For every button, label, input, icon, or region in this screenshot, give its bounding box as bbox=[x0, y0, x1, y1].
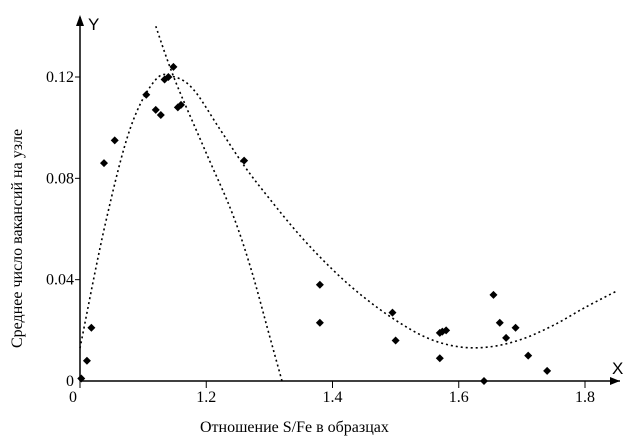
y-tick-label: 0 bbox=[66, 373, 74, 390]
y-tick-label: 0.08 bbox=[46, 170, 74, 187]
fit-curve-broad bbox=[79, 73, 617, 349]
data-point bbox=[77, 374, 86, 383]
data-point bbox=[99, 159, 108, 168]
data-point bbox=[315, 318, 324, 327]
axes bbox=[76, 15, 620, 385]
data-point bbox=[82, 356, 91, 365]
fit-curve-steep bbox=[155, 26, 283, 382]
y-axis-title: Среднее число вакансий на узле bbox=[9, 129, 26, 348]
data-point bbox=[489, 290, 498, 299]
data-point bbox=[391, 336, 400, 345]
data-point bbox=[435, 354, 444, 363]
data-point bbox=[524, 351, 533, 360]
data-points bbox=[77, 62, 552, 385]
data-point bbox=[87, 323, 96, 332]
data-point bbox=[480, 377, 488, 385]
y-axis-letter: Y bbox=[88, 15, 99, 34]
x-tick-label: 1.8 bbox=[575, 389, 595, 406]
data-point bbox=[240, 156, 249, 165]
y-tick-label: 0.04 bbox=[46, 272, 74, 289]
data-point bbox=[495, 318, 504, 327]
data-point bbox=[151, 105, 160, 114]
x-axis-letter: X bbox=[612, 359, 623, 378]
data-point bbox=[177, 100, 185, 109]
ticks: 0 1.2 1.4 1.6 1.8 0 0.04 0.08 0.12 bbox=[46, 69, 595, 406]
data-point bbox=[543, 366, 552, 375]
x-axis-arrow bbox=[610, 377, 620, 385]
data-point bbox=[110, 136, 119, 145]
y-tick-label: 0.12 bbox=[46, 69, 74, 86]
x-tick-label: 0 bbox=[69, 389, 77, 406]
data-point bbox=[502, 333, 511, 342]
data-point bbox=[164, 73, 173, 81]
fit-curves bbox=[79, 26, 617, 382]
x-axis-title: Отношение S/Fe в образцах bbox=[200, 419, 389, 436]
data-point bbox=[142, 90, 151, 99]
data-point bbox=[388, 308, 397, 317]
x-tick-label: 1.4 bbox=[323, 389, 343, 406]
data-point bbox=[511, 323, 520, 332]
data-point bbox=[156, 111, 165, 119]
data-point bbox=[442, 326, 451, 335]
x-tick-label: 1.2 bbox=[196, 389, 216, 406]
y-axis-arrow bbox=[76, 15, 84, 26]
data-point bbox=[315, 280, 324, 289]
x-tick-label: 1.6 bbox=[449, 389, 469, 406]
data-point bbox=[169, 62, 178, 71]
